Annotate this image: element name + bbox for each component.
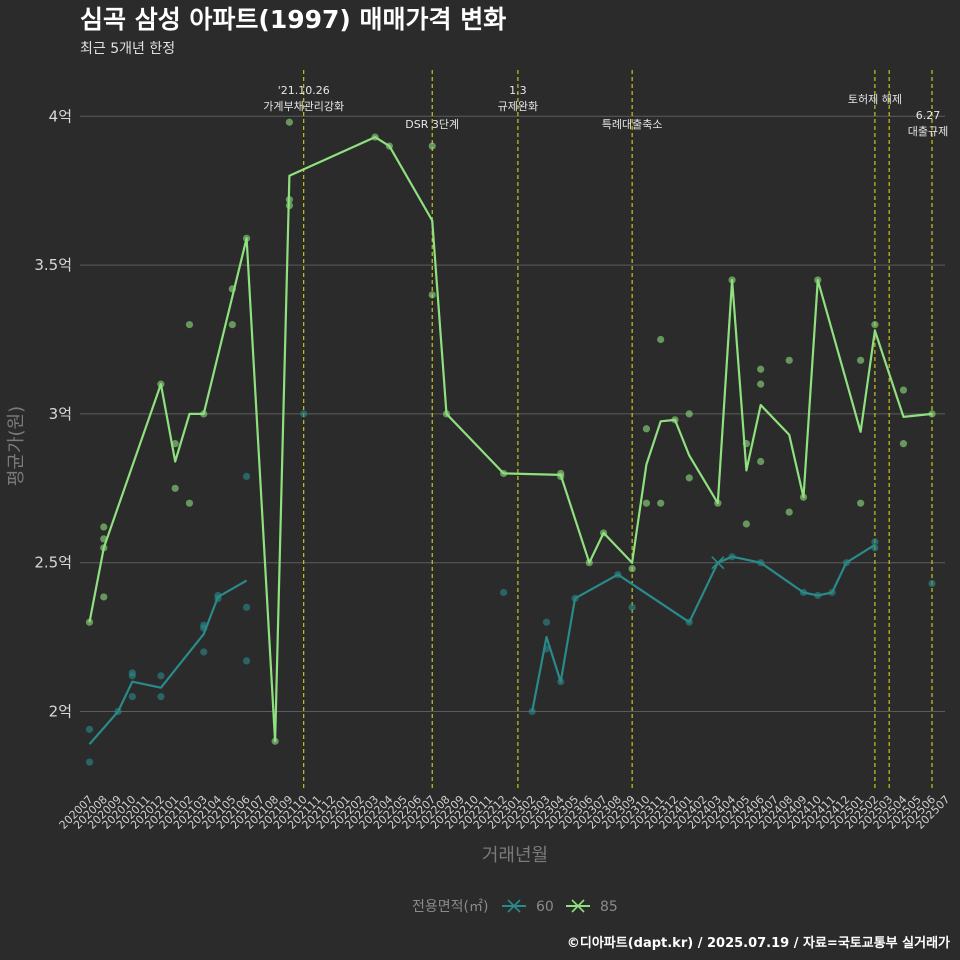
data-point: [657, 335, 665, 344]
data-point: [242, 603, 251, 611]
data-point: [757, 365, 765, 373]
data-point: [785, 356, 793, 364]
chart-subtitle: 최근 5개년 한정: [80, 41, 175, 57]
data-point: [628, 565, 636, 573]
y-axis-label: 평균가(원): [6, 406, 27, 486]
data-point: [85, 618, 94, 626]
y-tick-label: 2.5억: [34, 554, 72, 572]
data-point: [657, 499, 665, 507]
legend-label: 85: [600, 899, 618, 915]
data-point: [157, 672, 165, 680]
y-tick-label: 3억: [49, 405, 72, 423]
data-point: [685, 474, 693, 482]
data-point: [757, 380, 765, 388]
series-85: [85, 118, 936, 745]
data-point: [200, 648, 208, 656]
data-point: [871, 321, 879, 329]
data-point: [500, 588, 508, 597]
data-point: [128, 693, 136, 701]
data-point: [242, 472, 251, 480]
data-point: [157, 693, 165, 701]
data-point: [857, 499, 865, 507]
series-line: [88, 579, 248, 745]
series-60: [85, 410, 936, 766]
event-label: 규제완화: [498, 100, 538, 113]
chart-title: 심곡 삼성 아파트(1997) 매매가격 변화: [80, 5, 506, 34]
data-point: [428, 142, 436, 150]
event-label: 가계부채관리강화: [263, 100, 344, 113]
data-point: [642, 499, 651, 507]
data-point: [185, 499, 194, 507]
data-point: [899, 440, 908, 448]
cross-marker: [711, 556, 725, 570]
data-point: [85, 758, 94, 766]
data-point: [628, 603, 636, 611]
data-point: [100, 593, 108, 601]
data-point: [300, 410, 308, 418]
series-layer: [85, 118, 936, 766]
series-line: [531, 543, 876, 712]
data-point: [928, 579, 936, 588]
y-axis-ticks: 2억 2.5억 3억 3.5억 4억: [34, 107, 72, 720]
event-label: '21.10.26: [278, 84, 330, 97]
legend-label: 60: [536, 899, 554, 915]
legend-items: 60 85: [502, 899, 618, 915]
event-label: 1.3: [509, 84, 527, 97]
legend-title: 전용면적(㎡): [412, 899, 488, 915]
data-point: [528, 707, 536, 716]
data-point: [542, 618, 551, 626]
x-axis-ticks: 2020072020082020092020102020112020122021…: [57, 793, 953, 832]
data-point: [742, 520, 750, 528]
legend-marker: [571, 899, 585, 913]
legend-marker: [507, 899, 521, 913]
legend: 전용면적(㎡) 60 85: [412, 899, 618, 915]
data-point: [171, 484, 179, 492]
data-point: [857, 356, 865, 364]
series-line: [88, 136, 933, 743]
data-point: [285, 118, 294, 126]
x-axis-label: 거래년월: [482, 845, 548, 866]
chart-caption: ©디아파트(dapt.kr) / 2025.07.19 / 자료=국토교통부 실…: [567, 935, 950, 951]
event-label: DSR 3단계: [405, 118, 459, 131]
data-point: [185, 321, 194, 329]
data-point: [85, 725, 94, 733]
data-point: [685, 410, 693, 418]
data-point: [899, 386, 908, 394]
event-label: 특례대출축소: [602, 118, 663, 131]
y-tick-label: 2억: [49, 703, 72, 721]
data-point: [100, 523, 108, 531]
event-label: 6.27: [916, 109, 941, 122]
data-point: [128, 669, 136, 677]
data-point: [214, 591, 222, 600]
data-point: [871, 538, 879, 546]
data-point: [642, 425, 651, 433]
data-point: [428, 291, 436, 299]
y-tick-label: 4억: [49, 107, 72, 125]
data-point: [242, 657, 251, 665]
data-point: [228, 321, 236, 329]
event-label: 대출규제: [908, 125, 948, 138]
data-point: [757, 457, 765, 466]
y-tick-label: 3.5억: [34, 256, 72, 274]
grid-lines: [80, 115, 945, 712]
data-point: [785, 508, 793, 516]
data-point: [171, 440, 179, 448]
data-point: [928, 410, 936, 418]
event-label: 토허제 해제: [848, 92, 902, 106]
